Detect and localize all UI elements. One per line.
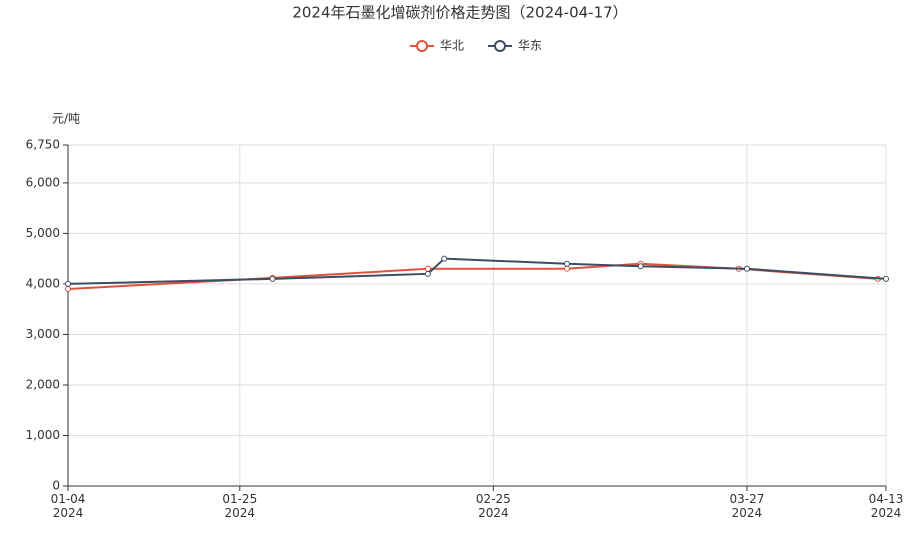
series-line <box>67 262 878 290</box>
x-tick-label: 04-13 2024 <box>868 492 904 520</box>
x-tick-label: 01-04 2024 <box>50 492 86 520</box>
point <box>424 265 431 272</box>
point <box>563 265 570 272</box>
x-tick-label: 01-25 2024 <box>222 492 258 520</box>
y-tick-label: 0 <box>52 479 60 493</box>
y-tick-label: 4,000 <box>26 276 60 290</box>
point <box>883 275 889 282</box>
point <box>65 280 71 287</box>
point <box>269 275 276 282</box>
y-tick-label: 3,000 <box>26 327 60 341</box>
y-axis-label: 元/吨 <box>52 112 80 126</box>
point <box>424 270 431 277</box>
y-tick-label: 6,750 <box>26 138 60 152</box>
point <box>743 265 750 272</box>
y-tick-label: 2,000 <box>26 377 60 391</box>
point <box>563 260 570 267</box>
series-line <box>67 257 887 285</box>
y-tick-label: 1,000 <box>26 428 60 442</box>
legend-marker <box>494 40 506 52</box>
y-tick-label: 5,000 <box>26 226 60 240</box>
point <box>441 255 448 262</box>
point <box>637 263 644 270</box>
x-tick-label: 02-25 2024 <box>475 492 511 520</box>
x-tick-label: 03-27 2024 <box>729 492 765 520</box>
point <box>65 285 71 292</box>
legend-marker <box>416 40 428 52</box>
legend-label: 华北 <box>440 39 464 53</box>
chart-title: 2024年石墨化增碳剂价格走势图（2024-04-17） <box>292 4 627 22</box>
y-tick-label: 6,000 <box>26 175 60 189</box>
legend-label: 华东 <box>518 39 542 53</box>
